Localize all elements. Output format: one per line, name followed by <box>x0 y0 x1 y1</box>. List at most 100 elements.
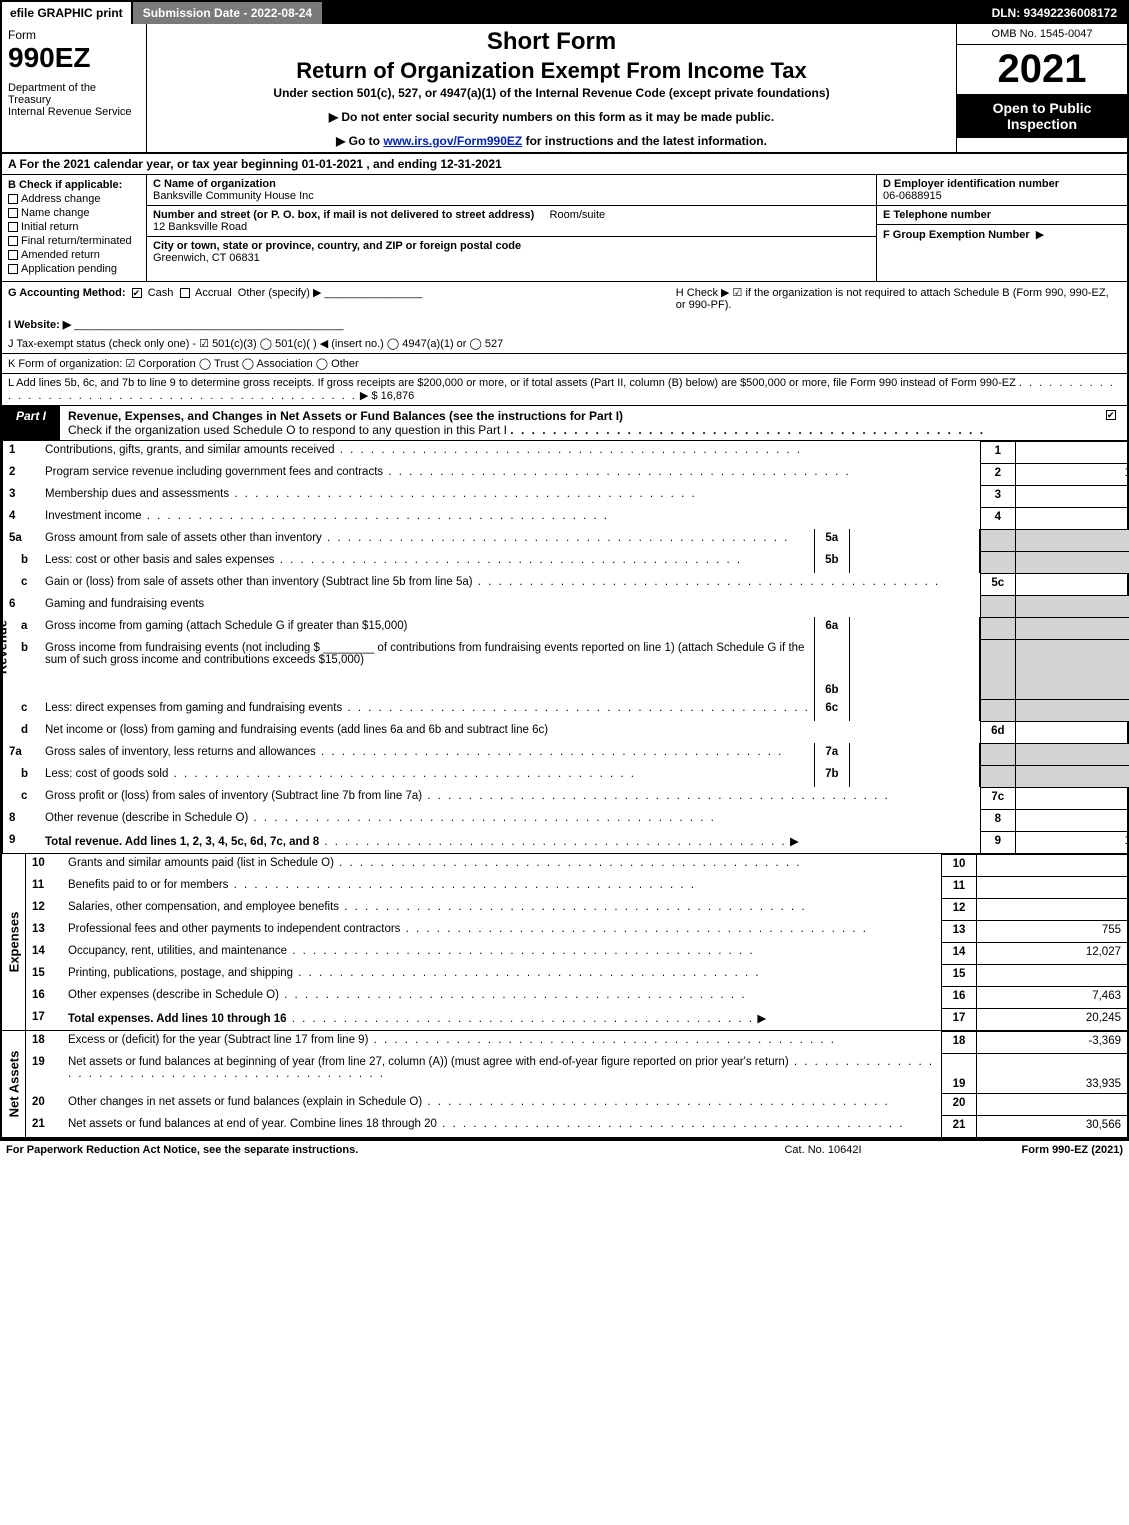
mid-val <box>850 639 980 699</box>
chk-application-pending[interactable]: Application pending <box>8 263 140 275</box>
line-desc: Gross profit or (loss) from sales of inv… <box>41 787 980 809</box>
row-i-website: I Website: ▶ ___________________________… <box>2 315 1127 334</box>
line-6b: b Gross income from fundraising events (… <box>3 639 1129 699</box>
net-vtext: Net Assets <box>6 1051 21 1118</box>
revenue-side-label: Revenue <box>2 441 3 853</box>
line-rval <box>977 898 1127 920</box>
subtitle: Under section 501(c), 527, or 4947(a)(1)… <box>153 86 950 100</box>
line-num: b <box>3 765 41 787</box>
chk-final-return[interactable]: Final return/terminated <box>8 235 140 247</box>
line-rval: 16,500 <box>1016 463 1129 485</box>
revenue-vtext: Revenue <box>0 620 10 674</box>
chk-amended-return[interactable]: Amended return <box>8 249 140 261</box>
line-rval <box>1016 573 1129 595</box>
line-rnum: 16 <box>941 986 977 1008</box>
line-num: c <box>3 699 41 721</box>
irs-link[interactable]: www.irs.gov/Form990EZ <box>383 134 522 148</box>
desc-text: Total expenses. Add lines 10 through 16 <box>68 1013 287 1025</box>
line-num: 4 <box>3 507 41 529</box>
line-6: 6 Gaming and fundraising events <box>3 595 1129 617</box>
line-rval: 16,876 <box>1016 831 1129 853</box>
line-rval <box>1016 721 1129 743</box>
line-11: 11 Benefits paid to or for members 11 <box>26 876 1127 898</box>
line-rval-shade <box>1016 595 1129 617</box>
desc-text: Less: cost of goods sold <box>45 768 168 780</box>
line-3: 3 Membership dues and assessments 3 <box>3 485 1129 507</box>
line-rval-shade <box>1016 765 1129 787</box>
org-name: Banksville Community House Inc <box>153 190 314 202</box>
line-num: 5a <box>3 529 41 551</box>
desc-text: Salaries, other compensation, and employ… <box>68 901 339 913</box>
line-desc: Less: direct expenses from gaming and fu… <box>41 699 814 721</box>
desc-text: Investment income <box>45 510 142 522</box>
desc-text: Occupancy, rent, utilities, and maintena… <box>68 945 287 957</box>
revenue-body: 1 Contributions, gifts, grants, and simi… <box>3 441 1129 853</box>
l-text: L Add lines 5b, 6c, and 7b to line 9 to … <box>8 377 1016 389</box>
line-num: c <box>3 787 41 809</box>
part1-title-text: Revenue, Expenses, and Changes in Net As… <box>68 409 623 423</box>
line-desc: Gain or (loss) from sale of assets other… <box>41 573 980 595</box>
line-rval: -3,369 <box>977 1031 1127 1053</box>
chk-cash[interactable] <box>132 288 142 298</box>
line-desc: Less: cost or other basis and sales expe… <box>41 551 814 573</box>
desc-text: Other expenses (describe in Schedule O) <box>68 989 279 1001</box>
column-b: B Check if applicable: Address change Na… <box>2 175 147 281</box>
line-desc: Less: cost of goods sold <box>41 765 814 787</box>
line-7a: 7a Gross sales of inventory, less return… <box>3 743 1129 765</box>
h-schedule-b: H Check ▶ ☑ if the organization is not r… <box>676 286 1121 311</box>
chk-initial-return[interactable]: Initial return <box>8 221 140 233</box>
line-desc: Net assets or fund balances at end of ye… <box>64 1115 941 1137</box>
line-desc: Other revenue (describe in Schedule O) <box>41 809 980 831</box>
chk-accrual[interactable] <box>180 288 190 298</box>
line-19: 19 Net assets or fund balances at beginn… <box>26 1053 1127 1093</box>
expenses-section: Expenses 10 Grants and similar amounts p… <box>2 854 1127 1031</box>
line-rnum: 6d <box>980 721 1016 743</box>
line-desc: Occupancy, rent, utilities, and maintena… <box>64 942 941 964</box>
desc-text: Net assets or fund balances at end of ye… <box>68 1118 437 1130</box>
mid-val <box>850 699 980 721</box>
line-rnum: 7c <box>980 787 1016 809</box>
line-num: d <box>3 721 41 743</box>
section-bcdef: B Check if applicable: Address change Na… <box>2 175 1127 282</box>
ein-row: D Employer identification number 06-0688… <box>877 175 1127 206</box>
c-name-label: C Name of organization <box>153 178 276 190</box>
main-title: Return of Organization Exempt From Incom… <box>153 58 950 84</box>
accounting-method: G Accounting Method: Cash Accrual Other … <box>8 286 676 311</box>
desc-text: Gross amount from sale of assets other t… <box>45 532 322 544</box>
line-rnum: 10 <box>941 854 977 876</box>
mid-num: 7a <box>814 743 850 765</box>
line-rnum-shade <box>980 551 1016 573</box>
net-assets-section: Net Assets 18 Excess or (deficit) for th… <box>2 1031 1127 1139</box>
part1-checkbox[interactable] <box>1098 406 1127 440</box>
line-rnum: 17 <box>941 1008 977 1030</box>
chk-name-change[interactable]: Name change <box>8 207 140 219</box>
line-num: 12 <box>26 898 64 920</box>
short-form-title: Short Form <box>153 28 950 56</box>
line-rval <box>977 876 1127 898</box>
line-18: 18 Excess or (deficit) for the year (Sub… <box>26 1031 1127 1053</box>
note2-pre: Go to <box>349 134 384 148</box>
header-row: Form 990EZ Department of the TreasuryInt… <box>2 24 1127 154</box>
line-rval <box>1016 787 1129 809</box>
note-2: ▶ Go to www.irs.gov/Form990EZ for instru… <box>153 134 950 148</box>
line-6a: a Gross income from gaming (attach Sched… <box>3 617 1129 639</box>
desc-text: Gross sales of inventory, less returns a… <box>45 746 316 758</box>
line-num: 2 <box>3 463 41 485</box>
column-de: D Employer identification number 06-0688… <box>877 175 1127 281</box>
line-num: 7a <box>3 743 41 765</box>
desc-text: Less: cost or other basis and sales expe… <box>45 554 275 566</box>
form-word: Form <box>8 28 140 42</box>
chk-address-change[interactable]: Address change <box>8 193 140 205</box>
line-1: 1 Contributions, gifts, grants, and simi… <box>3 441 1129 463</box>
line-6c: c Less: direct expenses from gaming and … <box>3 699 1129 721</box>
line-desc: Gross income from fundraising events (no… <box>41 639 814 699</box>
city-value: Greenwich, CT 06831 <box>153 252 260 264</box>
line-rnum: 18 <box>941 1031 977 1053</box>
line-rnum: 9 <box>980 831 1016 853</box>
row-a-period: A For the 2021 calendar year, or tax yea… <box>2 154 1127 175</box>
group-exemption-row: F Group Exemption Number ▶ <box>877 225 1127 244</box>
desc-text: Contributions, gifts, grants, and simila… <box>45 444 335 456</box>
line-rnum: 12 <box>941 898 977 920</box>
desc-text: Less: direct expenses from gaming and fu… <box>45 702 342 714</box>
line-desc: Benefits paid to or for members <box>64 876 941 898</box>
